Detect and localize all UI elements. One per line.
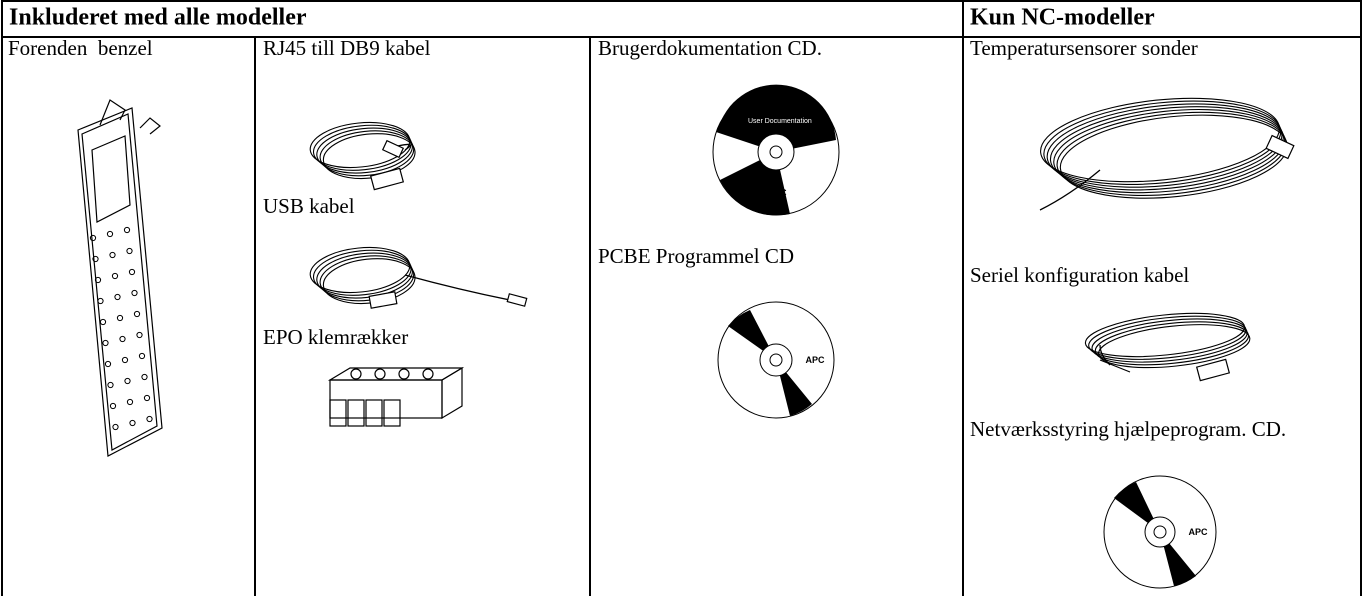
disc: APC	[717, 301, 835, 419]
vent-hole	[131, 289, 138, 297]
item-label: Brugerdokumentation CD.	[598, 36, 822, 60]
vent-hole	[94, 276, 102, 284]
bezel-illustration	[77, 99, 163, 457]
header-cell: Kun NC-modeller	[970, 5, 1155, 31]
vent-hole	[121, 356, 129, 364]
vent-hole	[112, 423, 119, 431]
disc: User Documentation APC	[712, 84, 840, 216]
vent-hole	[146, 415, 153, 423]
item-label: Netværksstyring hjælpeprogram. CD.	[970, 417, 1286, 441]
vent-hole	[109, 402, 117, 410]
vent-hole	[128, 268, 136, 276]
disc-logo: APC	[1188, 527, 1208, 537]
disc-logo: APC	[805, 355, 825, 365]
vent-hole	[111, 272, 119, 280]
item-label: RJ45 till DB9 kabel	[263, 36, 431, 60]
connector-illustrations	[327, 134, 1295, 427]
vent-hole	[126, 247, 133, 255]
disc-logo: APC	[765, 188, 786, 199]
item-label: USB kabel	[263, 194, 355, 218]
vent-hole	[136, 331, 143, 339]
item-label: Seriel konfiguration kabel	[970, 263, 1189, 287]
vent-hole	[102, 339, 109, 347]
item-label: EPO klemrækker	[263, 325, 408, 349]
vent-hole	[107, 381, 114, 389]
vent-hole	[114, 293, 121, 301]
vent-hole	[129, 419, 136, 427]
cable-coil	[1049, 106, 1284, 191]
vent-hole	[99, 318, 107, 326]
bezel-vents	[89, 226, 153, 431]
vent-hole	[106, 230, 114, 238]
item-label: PCBE Programmel CD	[598, 244, 794, 268]
vent-hole	[123, 226, 131, 234]
cable-coil	[1040, 97, 1280, 183]
vent-hole	[92, 255, 99, 263]
disc-text: User Documentation	[748, 118, 812, 125]
vent-hole	[97, 297, 104, 305]
vent-hole	[89, 234, 97, 242]
disc: APC	[1103, 475, 1217, 589]
vent-hole	[124, 377, 131, 385]
cable-illustrations	[309, 97, 1288, 369]
cable-coil	[1088, 315, 1247, 360]
cable-coil	[1053, 108, 1286, 194]
vent-hole	[141, 373, 148, 381]
cable-coil	[1046, 103, 1283, 188]
cable-tail	[404, 274, 511, 301]
vent-hole	[116, 314, 124, 322]
header-cell: Inkluderet med alle modeller	[9, 5, 307, 31]
vent-hole	[133, 310, 141, 318]
cable-coil	[1098, 324, 1251, 369]
cable-coil	[1043, 100, 1282, 186]
vent-hole	[119, 335, 126, 343]
cable-coil	[319, 130, 415, 177]
vent-hole	[126, 398, 134, 406]
item-label: Temperatursensorer sonder	[970, 36, 1198, 60]
vent-hole	[138, 352, 146, 360]
vent-hole	[104, 360, 112, 368]
vent-hole	[143, 394, 151, 402]
item-label: Forenden benzel	[8, 36, 153, 60]
cable-coil	[319, 255, 415, 302]
vent-hole	[109, 251, 116, 259]
